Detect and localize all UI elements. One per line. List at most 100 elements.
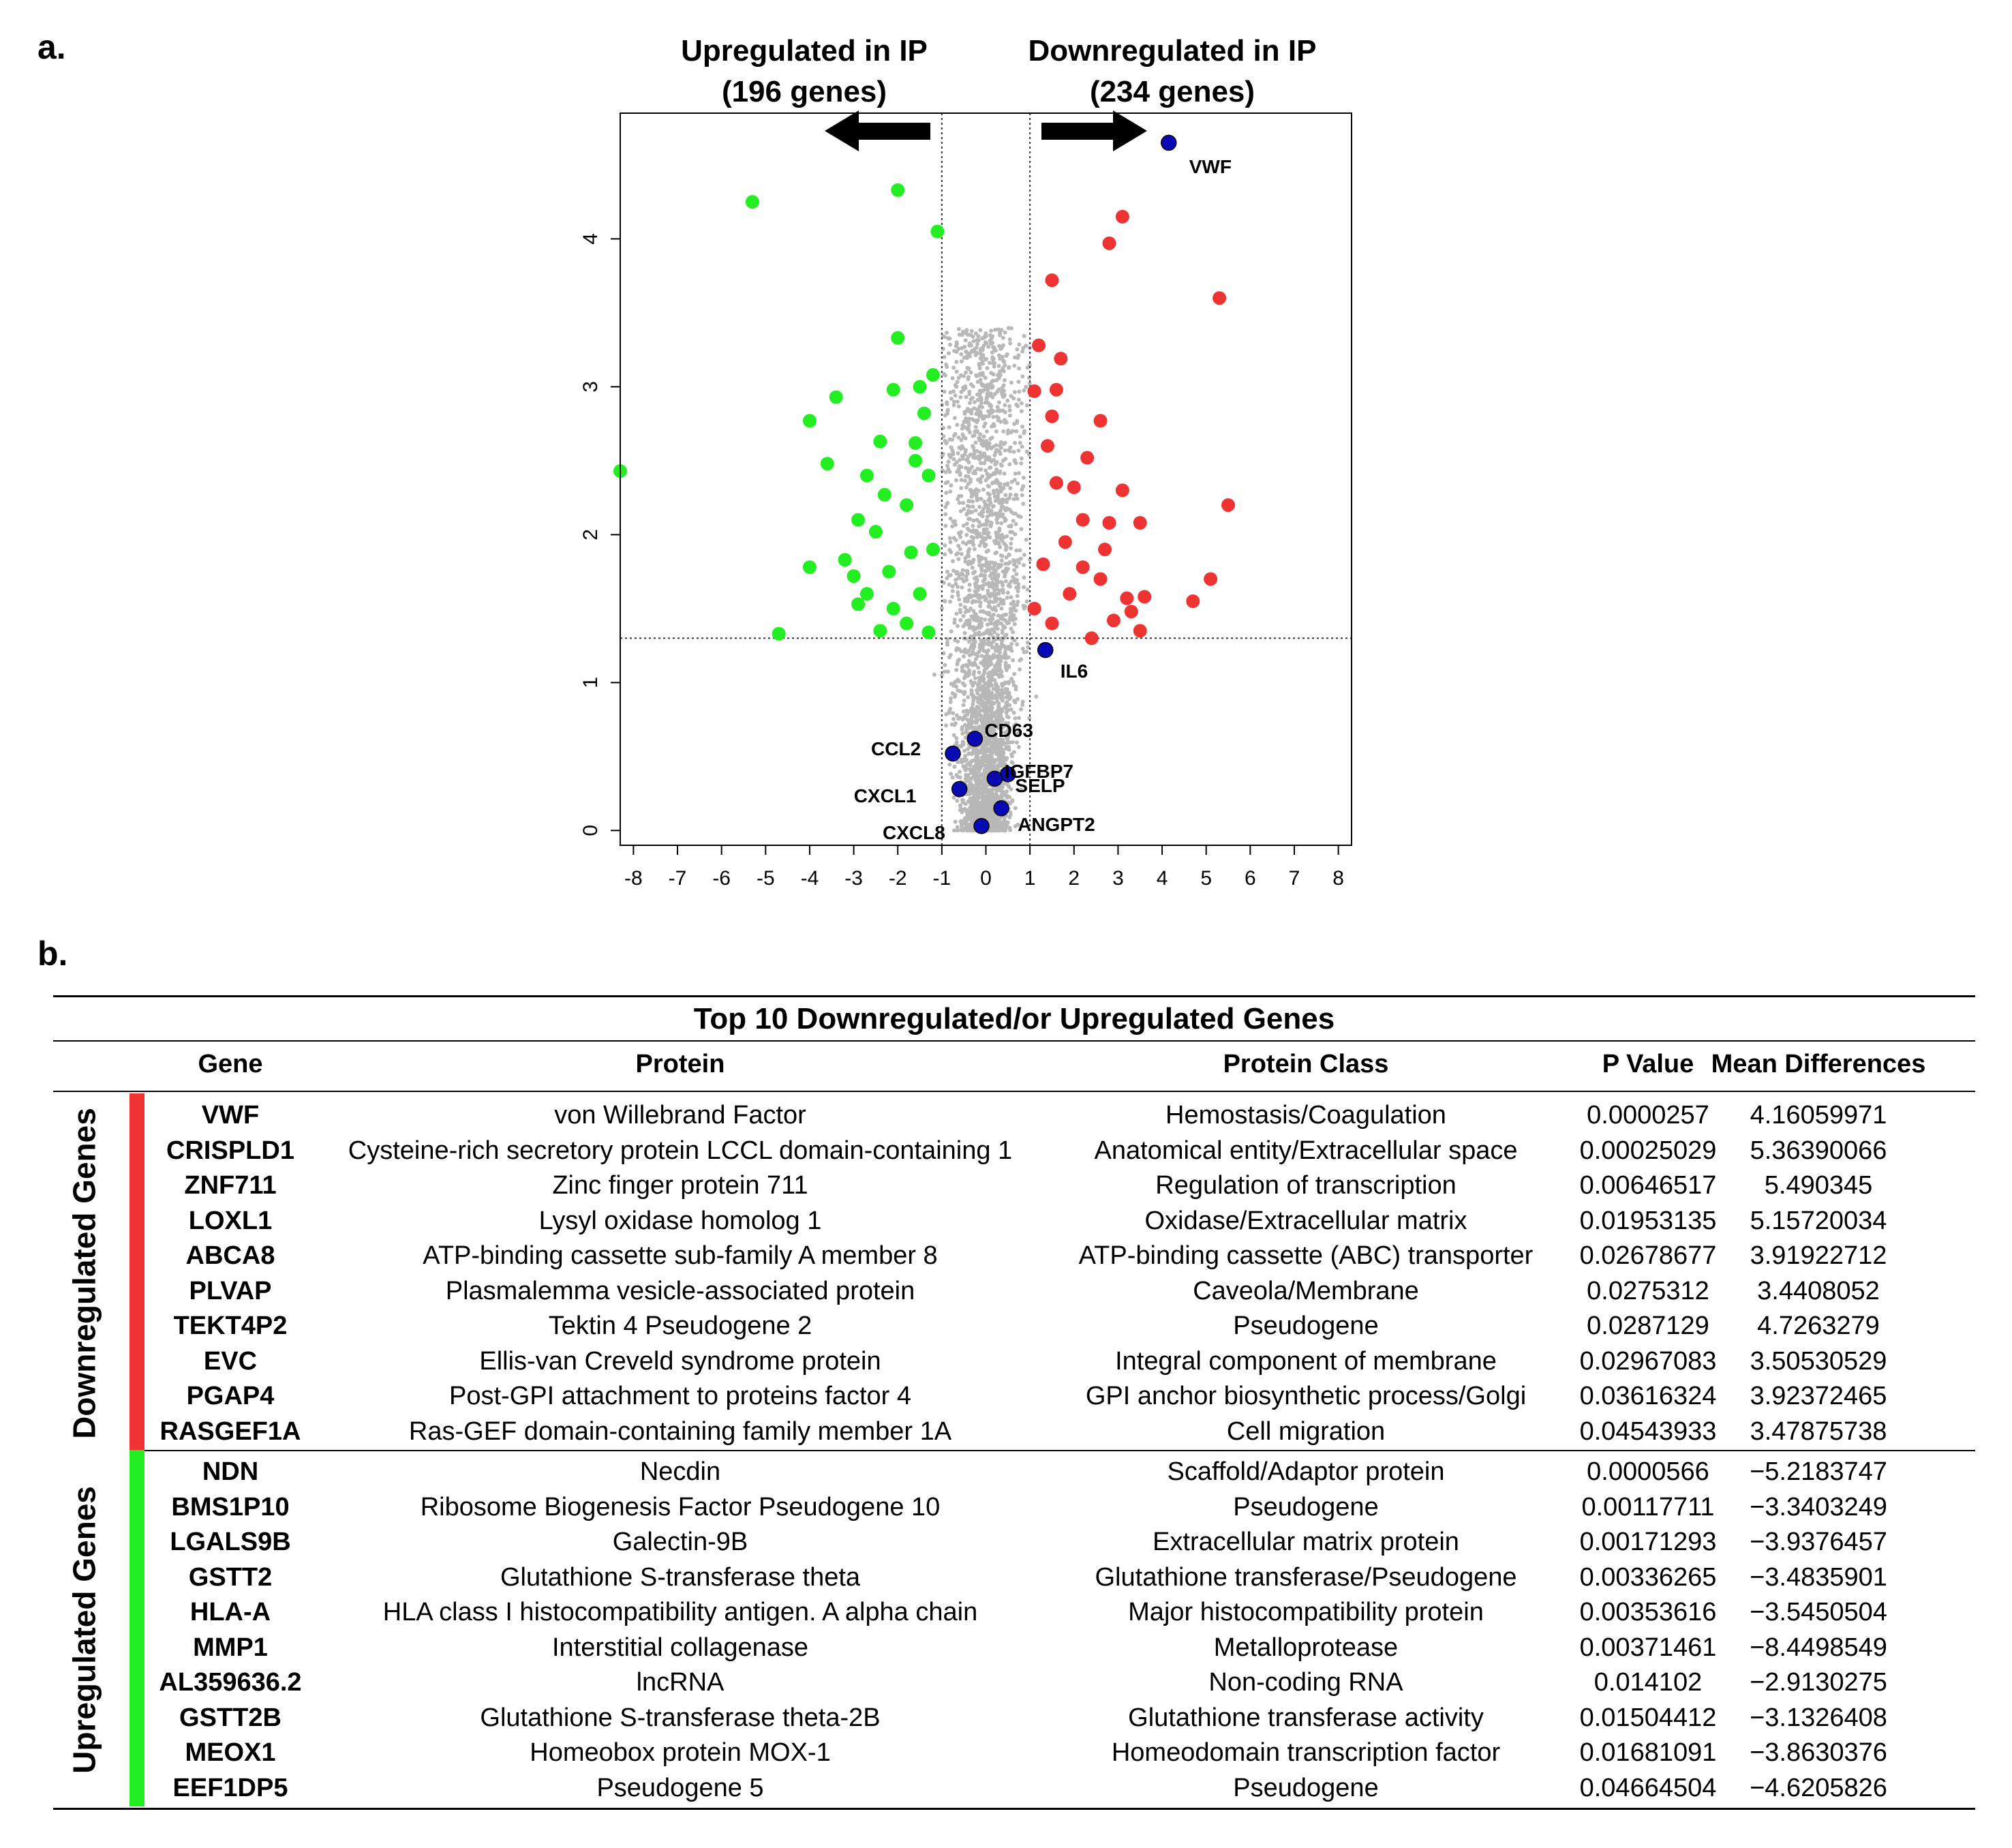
direction-arrows [825,110,1147,151]
background-point [987,502,992,507]
table-cell: Ribosome Biogenesis Factor Pseudogene 10 [420,1492,941,1521]
background-point [1001,588,1005,592]
background-point [1013,616,1018,621]
background-point [996,400,1001,405]
group-color-bar [129,1093,144,1450]
background-point [981,352,985,357]
background-point [1008,445,1013,450]
significant-points [613,134,1236,834]
up-gene-point [913,380,927,394]
background-point [985,653,990,658]
background-point [967,783,972,787]
background-point [960,426,964,431]
background-point [951,536,956,541]
table-cell: Regulation of transcription [1155,1171,1457,1200]
background-point [965,504,970,509]
background-point [968,767,973,772]
up-gene-point [859,587,874,601]
background-point [981,609,986,614]
background-point [956,435,961,440]
background-point [950,589,955,594]
background-point [994,460,999,464]
background-point [984,787,989,792]
down-gene-point [1213,291,1227,305]
background-point [1007,664,1011,668]
background-point [977,681,981,686]
background-point [1016,481,1020,486]
background-point [964,395,969,399]
down-gene-point [1045,273,1059,288]
table-cell: Lysyl oxidase homolog 1 [538,1206,822,1235]
background-point [1024,537,1028,542]
background-point [1022,388,1026,393]
highlighted-gene-point [945,745,961,762]
background-point [958,603,963,607]
x-tick-label: -4 [801,867,819,890]
background-point [1005,595,1009,600]
background-point [1007,825,1012,830]
background-point [944,491,949,495]
up-gene-point [886,601,900,616]
background-point [1004,710,1009,715]
background-point [1009,326,1013,331]
background-point [948,540,953,545]
background-point [988,605,992,609]
background-point [952,695,957,699]
background-point [977,670,981,675]
gene-symbol-cell: CRISPLD1 [166,1136,294,1165]
background-point [984,649,988,654]
background-point [980,715,985,720]
background-point [996,701,1001,706]
background-point [986,509,991,513]
background-point [998,824,1003,829]
downregulated-annotation: Downregulated in IP (234 genes) [995,31,1350,112]
gene-label: CXCL8 [883,821,945,843]
background-point [991,712,996,717]
table-cell: 0.0000566 [1587,1457,1709,1486]
background-point [943,512,948,517]
background-point [979,497,984,502]
down-gene-point [1221,498,1236,512]
background-point [1009,541,1013,546]
background-point [1000,554,1005,558]
background-point [1013,716,1018,721]
table-cell: 0.0000257 [1587,1101,1709,1130]
background-point [1017,471,1021,476]
background-point [940,606,944,611]
background-point [955,380,960,384]
background-point [1021,475,1026,480]
background-point [958,472,962,477]
down-gene-point [1076,560,1090,575]
background-point [975,517,979,522]
background-point [989,424,994,429]
background-point [1000,698,1005,703]
background-point [985,429,989,434]
table-cell: Glutathione transferase activity [1128,1703,1484,1732]
background-point [947,582,951,587]
background-point [970,807,975,812]
background-point [998,470,1002,475]
up-gene-point [913,587,927,601]
table-cell: 0.00117711 [1581,1492,1715,1521]
gene-label: ANGPT2 [1018,813,1095,835]
background-point [964,521,969,526]
background-point [990,350,994,355]
background-point [992,746,996,751]
background-point [982,461,987,466]
background-point [981,777,986,782]
background-point [972,452,977,457]
background-point [959,438,964,442]
background-point [968,510,973,515]
background-point [962,692,966,696]
background-point [997,588,1002,593]
background-point [975,654,980,658]
background-point [979,347,983,351]
background-point [962,698,966,703]
table-cell: Tektin 4 Pseudogene 2 [548,1312,812,1340]
background-point [993,494,997,499]
background-point [969,652,974,656]
background-point [960,445,965,450]
background-point [951,403,956,408]
background-point [945,331,949,335]
background-point [1014,493,1019,498]
